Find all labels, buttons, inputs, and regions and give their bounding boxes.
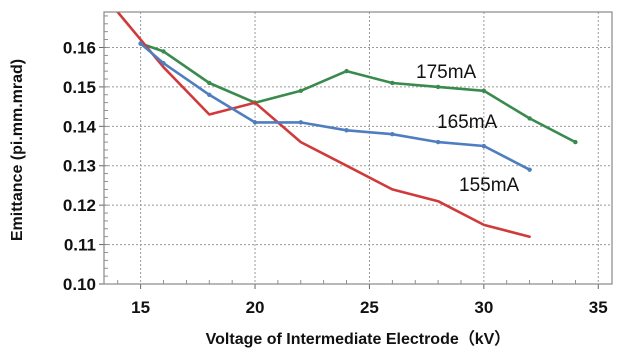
data-point xyxy=(161,61,166,66)
data-point xyxy=(252,120,258,125)
series-label: 155mA xyxy=(459,175,520,196)
series-label: 165mA xyxy=(437,112,498,133)
y-axis: 0.10 0.11 0.12 0.13 0.14 0.15 0.16 xyxy=(63,15,108,294)
y-tick-label: 0.13 xyxy=(63,157,96,176)
y-tick-label: 0.14 xyxy=(63,117,97,136)
y-axis-title: Emittance (pi.mm.mrad) xyxy=(9,59,26,241)
data-point xyxy=(298,120,303,125)
x-tick-label: 35 xyxy=(589,298,608,317)
data-point xyxy=(435,84,441,90)
plot-area xyxy=(104,12,612,284)
x-axis: 15 20 25 30 35 xyxy=(117,280,608,317)
data-point xyxy=(481,88,487,94)
data-point xyxy=(573,139,578,145)
series-line-155mA xyxy=(139,42,531,171)
data-point xyxy=(207,80,212,86)
y-tick-label: 0.16 xyxy=(63,38,96,57)
data-point xyxy=(435,139,441,145)
plot-frame xyxy=(103,11,613,285)
series-lines xyxy=(116,12,578,238)
data-point xyxy=(298,88,303,94)
x-tick-label: 15 xyxy=(131,298,150,317)
data-point xyxy=(390,80,395,86)
data-point xyxy=(527,116,532,121)
data-point xyxy=(527,167,532,172)
gridlines xyxy=(104,12,612,285)
data-point xyxy=(390,132,395,137)
y-tick-label: 0.15 xyxy=(63,78,96,97)
series-label: 175mA xyxy=(416,62,477,83)
data-point xyxy=(344,68,349,74)
x-tick-label: 20 xyxy=(246,298,265,317)
data-point xyxy=(344,128,349,133)
data-point xyxy=(481,143,487,149)
y-tick-label: 0.11 xyxy=(64,236,96,255)
series-labels: 175mA 165mA 155mA xyxy=(416,62,520,196)
data-point xyxy=(161,49,166,54)
x-tick-label: 30 xyxy=(474,298,493,317)
x-axis-title: Voltage of Intermediate Electrode（kV） xyxy=(206,330,511,348)
data-point xyxy=(138,41,143,46)
x-tick-label: 25 xyxy=(360,298,379,317)
data-point xyxy=(207,92,212,97)
y-tick-label: 0.12 xyxy=(63,196,96,215)
y-tick-label: 0.10 xyxy=(63,275,96,294)
